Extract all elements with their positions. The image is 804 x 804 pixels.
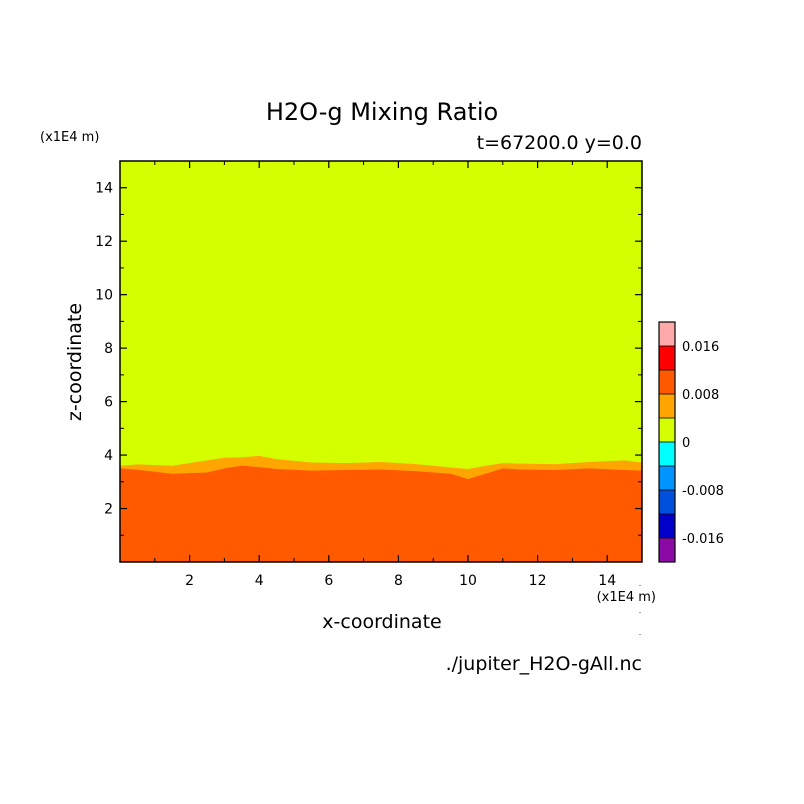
colorbar-swatch <box>659 538 675 562</box>
colorbar-swatch <box>659 394 675 418</box>
marker-dot: ˙ <box>638 585 643 595</box>
y-axis-unit: (x1E4 m) <box>40 130 99 145</box>
x-axis-unit: (x1E4 m) <box>597 590 656 605</box>
y-tick-label: 2 <box>104 502 113 518</box>
x-tick-label: 4 <box>255 573 264 589</box>
colorbar-swatch <box>659 442 675 466</box>
x-tick-label: 14 <box>598 573 616 589</box>
x-axis-label: x-coordinate <box>322 611 441 633</box>
colorbar-label: 0 <box>682 436 690 451</box>
colorbar-label: 0.016 <box>682 340 719 355</box>
marker-dot: ˙ <box>638 634 643 644</box>
colorbar-swatch <box>659 466 675 490</box>
colorbar-swatch <box>659 346 675 370</box>
y-axis-ticks: 2 4 6 8 10 12 14 <box>95 181 642 536</box>
x-axis-ticks: 2 4 6 8 10 12 14 <box>154 161 616 589</box>
colorbar-swatch <box>659 490 675 514</box>
source-file-label: ./jupiter_H2O-gAll.nc <box>446 653 642 675</box>
y-tick-label: 8 <box>104 341 113 357</box>
colorbar: 0.016 0.008 0 -0.008 -0.016 <box>658 321 724 563</box>
x-tick-label: 10 <box>459 573 477 589</box>
chart-title: H2O-g Mixing Ratio <box>266 98 498 126</box>
x-tick-label: 12 <box>529 573 547 589</box>
y-axis-label: z-coordinate <box>64 303 86 421</box>
colorbar-label: -0.008 <box>682 484 724 499</box>
y-tick-label: 12 <box>95 234 113 250</box>
y-tick-label: 6 <box>104 395 113 411</box>
colorbar-label: -0.016 <box>682 532 724 547</box>
x-tick-label: 6 <box>324 573 333 589</box>
colorbar-swatch <box>659 418 675 442</box>
y-tick-label: 10 <box>95 288 113 304</box>
colorbar-frame <box>658 321 676 563</box>
colorbar-swatch <box>659 514 675 538</box>
chart-subtitle: t=67200.0 y=0.0 <box>477 132 642 154</box>
lower-layer-field <box>120 465 642 562</box>
marker-dot: ˙ <box>638 612 643 622</box>
colorbar-swatch <box>659 322 675 346</box>
colorbar-label: 0.008 <box>682 388 719 403</box>
x-tick-label: 8 <box>394 573 403 589</box>
y-tick-label: 14 <box>95 181 113 197</box>
x-tick-label: 2 <box>185 573 194 589</box>
y-tick-label: 4 <box>104 448 113 464</box>
plot-frame <box>119 160 643 563</box>
plot-area: 2 4 6 8 10 12 14 2 4 6 8 10 12 14 <box>95 160 643 589</box>
colorbar-swatch <box>659 370 675 394</box>
